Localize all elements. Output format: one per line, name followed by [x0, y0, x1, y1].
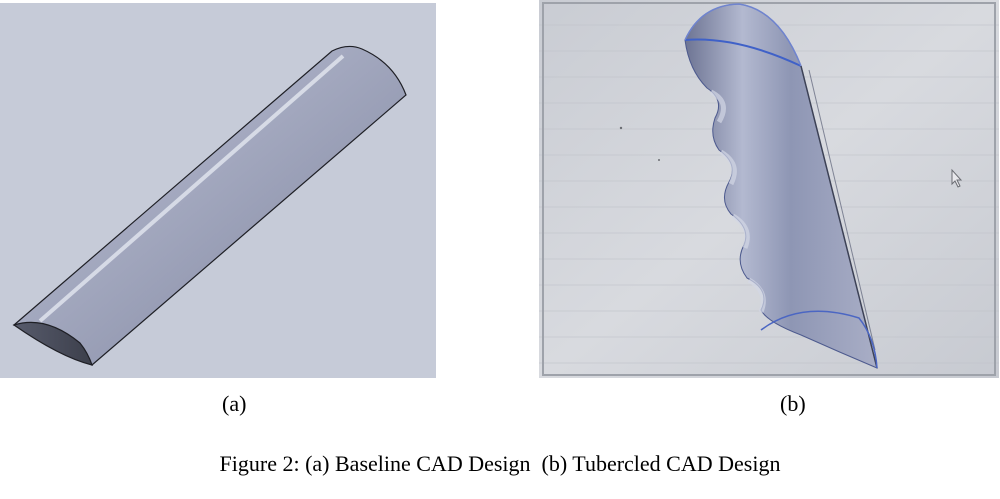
baseline-blade-render — [12, 45, 407, 366]
blade-end-cap — [12, 321, 93, 366]
mouse-cursor-icon — [951, 168, 963, 188]
subfigure-label-a: (a) — [222, 391, 247, 416]
blade-top-surface — [12, 45, 407, 366]
tubercled-cad-image — [539, 0, 999, 378]
baseline-cad-image — [0, 3, 436, 378]
blade-cross-section — [760, 310, 878, 369]
tubercled-blade-photo — [539, 0, 999, 378]
blade-highlight — [38, 54, 345, 323]
blade-top-edge — [684, 38, 802, 67]
figure-caption: Figure 2: (a) Baseline CAD Design (b) Tu… — [219, 451, 781, 476]
subfigure-label-b: (b) — [780, 391, 806, 416]
